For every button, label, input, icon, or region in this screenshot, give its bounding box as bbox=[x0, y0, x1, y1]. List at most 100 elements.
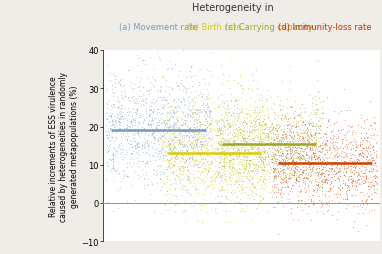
Point bbox=[179, 124, 185, 128]
Point bbox=[242, 137, 248, 141]
Point bbox=[219, 145, 225, 149]
Point bbox=[310, 165, 316, 169]
Point bbox=[349, 179, 355, 183]
Point bbox=[260, 162, 266, 166]
Point bbox=[217, 161, 223, 165]
Point bbox=[291, 171, 297, 175]
Point bbox=[283, 166, 290, 170]
Point bbox=[356, 181, 362, 185]
Point bbox=[197, 140, 203, 145]
Point bbox=[140, 120, 146, 124]
Point bbox=[290, 173, 296, 177]
Point bbox=[162, 150, 168, 154]
Point bbox=[352, 162, 358, 166]
Point bbox=[283, 142, 289, 146]
Point bbox=[322, 168, 329, 172]
Point bbox=[335, 170, 341, 174]
Point bbox=[110, 102, 116, 106]
Point bbox=[220, 160, 226, 164]
Point bbox=[226, 137, 232, 141]
Point bbox=[158, 140, 164, 144]
Point bbox=[223, 174, 229, 179]
Point bbox=[314, 188, 320, 193]
Point bbox=[243, 163, 249, 167]
Point bbox=[142, 101, 148, 105]
Point bbox=[177, 166, 183, 170]
Point bbox=[249, 73, 255, 77]
Point bbox=[172, 203, 178, 207]
Point bbox=[257, 129, 263, 133]
Point bbox=[254, 164, 261, 168]
Point bbox=[311, 144, 317, 148]
Point bbox=[319, 179, 325, 183]
Point bbox=[297, 155, 303, 159]
Point bbox=[199, 128, 205, 132]
Point bbox=[174, 139, 180, 143]
Point bbox=[280, 129, 286, 133]
Point bbox=[257, 122, 264, 126]
Point bbox=[270, 174, 277, 178]
Point bbox=[210, 186, 217, 190]
Point bbox=[123, 127, 129, 131]
Point bbox=[371, 151, 377, 155]
Point bbox=[189, 152, 195, 156]
Point bbox=[261, 162, 267, 166]
Point bbox=[331, 168, 337, 172]
Point bbox=[318, 209, 324, 213]
Point bbox=[117, 147, 123, 151]
Point bbox=[364, 136, 370, 140]
Point bbox=[250, 190, 256, 194]
Point bbox=[272, 159, 278, 163]
Point bbox=[218, 189, 224, 193]
Point bbox=[335, 176, 341, 180]
Point bbox=[154, 171, 160, 175]
Point bbox=[325, 169, 332, 173]
Point bbox=[258, 160, 264, 164]
Point bbox=[361, 135, 367, 139]
Point bbox=[342, 153, 348, 157]
Point bbox=[191, 145, 197, 149]
Point bbox=[109, 87, 115, 91]
Point bbox=[205, 169, 211, 173]
Point bbox=[286, 148, 292, 152]
Point bbox=[260, 132, 266, 136]
Point bbox=[207, 183, 213, 187]
Point bbox=[246, 129, 253, 133]
Point bbox=[282, 171, 288, 175]
Point bbox=[363, 165, 369, 169]
Point bbox=[204, 121, 210, 125]
Point bbox=[280, 154, 286, 158]
Point bbox=[193, 158, 199, 163]
Point bbox=[194, 138, 201, 142]
Point bbox=[278, 154, 284, 158]
Point bbox=[291, 163, 297, 167]
Point bbox=[186, 178, 192, 182]
Point bbox=[128, 183, 134, 187]
Point bbox=[292, 160, 298, 164]
Point bbox=[231, 139, 238, 143]
Point bbox=[141, 136, 147, 140]
Point bbox=[212, 175, 219, 179]
Point bbox=[183, 146, 189, 150]
Point bbox=[182, 118, 188, 122]
Point bbox=[339, 149, 345, 153]
Point bbox=[139, 140, 145, 144]
Point bbox=[246, 178, 252, 182]
Point bbox=[163, 118, 170, 122]
Point bbox=[342, 144, 348, 148]
Point bbox=[187, 139, 193, 143]
Point bbox=[146, 88, 152, 92]
Point bbox=[347, 168, 353, 172]
Point bbox=[175, 98, 181, 102]
Point bbox=[192, 110, 198, 114]
Point bbox=[291, 117, 297, 121]
Point bbox=[370, 168, 376, 172]
Point bbox=[308, 132, 314, 136]
Point bbox=[291, 151, 297, 155]
Point bbox=[252, 128, 258, 132]
Point bbox=[189, 105, 196, 109]
Point bbox=[305, 145, 311, 149]
Point bbox=[270, 154, 276, 158]
Point bbox=[235, 135, 241, 139]
Point bbox=[155, 140, 161, 144]
